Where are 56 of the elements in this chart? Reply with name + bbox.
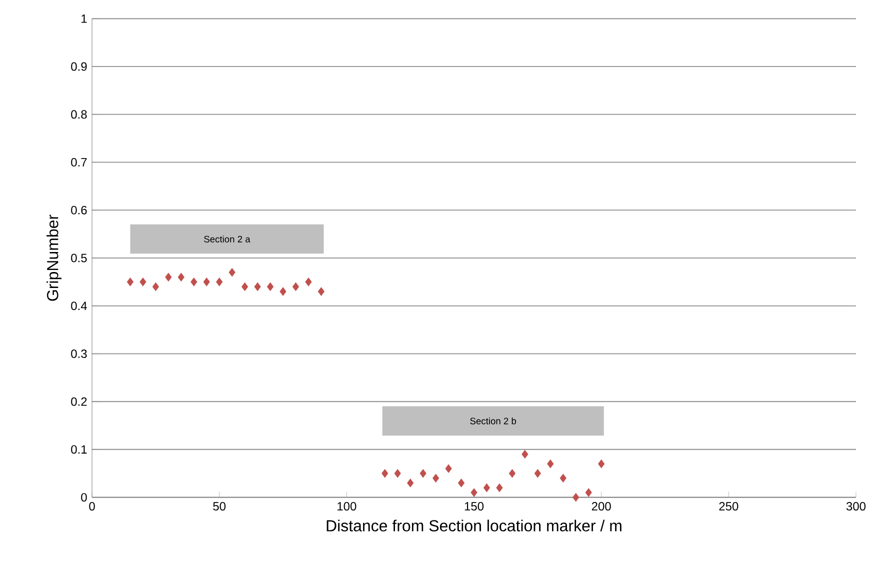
point [280,287,286,296]
y-tick-label: 0 [81,493,87,502]
point [382,469,388,478]
y-tick-label: 0.9 [71,62,87,71]
point [305,278,312,286]
x-tick-label: 200 [592,502,611,511]
y-tick-label: 0.5 [71,254,87,262]
point [242,282,248,291]
x-tick-label: 150 [464,502,484,511]
point [496,483,503,492]
x-tick-label: 50 [213,502,226,511]
y-tick-label: 1 [82,14,87,23]
point [254,282,261,291]
point [203,278,210,286]
y-tick-label: 0.6 [71,206,87,214]
point [126,278,134,286]
point [228,268,236,277]
point [508,469,516,478]
point [522,450,528,459]
point [216,278,223,286]
point [458,478,465,488]
point [585,488,592,497]
x-tick-label: 0 [89,502,95,511]
x-tick-label: 300 [846,502,866,511]
point [190,278,198,286]
point [534,469,541,478]
x-tick-label: 100 [338,502,356,511]
point [483,483,490,492]
band-label: Section 2 a [204,236,250,242]
point [432,474,440,482]
point [140,278,146,286]
point [598,460,605,468]
point [152,282,159,291]
y-axis-title: GripNumber [46,214,62,301]
point [407,478,414,488]
point [318,287,324,296]
point [178,272,184,282]
y-tick-label: 0.1 [71,445,87,454]
x-tick-label: 250 [719,502,738,511]
y-tick-label: 0.7 [71,158,87,167]
point [420,469,426,478]
point [267,282,274,291]
point [165,272,172,282]
point [547,460,554,468]
y-tick-label: 0.8 [71,110,87,119]
y-tick-label: 0.4 [71,302,87,310]
point [445,464,452,473]
y-tick-label: 0.2 [71,397,87,406]
point [470,488,478,497]
x-axis-title: Distance from Section location marker / m [326,520,622,532]
point [572,493,580,502]
point [394,469,401,478]
y-tick-label: 0.3 [71,349,87,358]
band-label: Section 2 b [470,417,516,424]
point [292,282,300,291]
point [560,474,566,482]
